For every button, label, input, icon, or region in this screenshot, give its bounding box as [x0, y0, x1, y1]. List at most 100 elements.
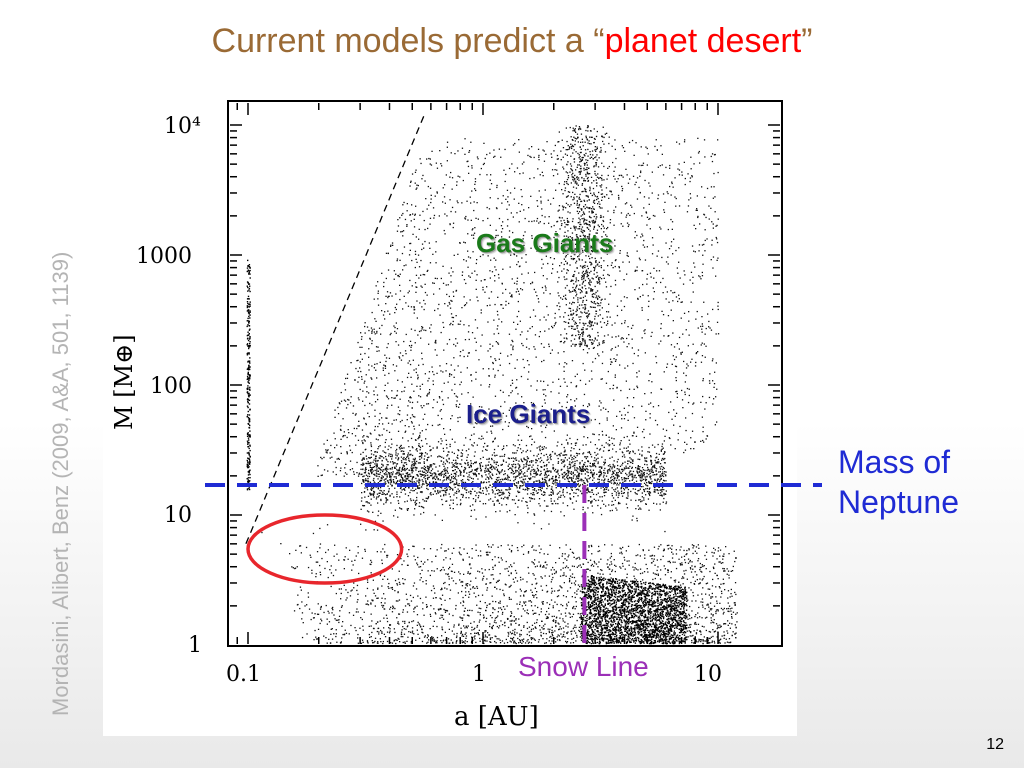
scatter-point [461, 274, 463, 276]
scatter-point [604, 488, 606, 491]
scatter-point [411, 407, 413, 409]
scatter-point [500, 489, 503, 491]
scatter-point [427, 457, 429, 459]
scatter-point [538, 446, 540, 448]
scatter-point [406, 225, 408, 227]
scatter-point [384, 441, 386, 444]
scatter-point [498, 476, 500, 479]
scatter-point [475, 288, 477, 290]
scatter-point [474, 178, 477, 180]
scatter-point [637, 465, 639, 467]
scatter-point [572, 240, 574, 242]
scatter-point [626, 273, 628, 275]
scatter-point [362, 504, 364, 507]
scatter-point [587, 196, 589, 198]
scatter-point [577, 478, 580, 480]
scatter-point [646, 469, 648, 472]
scatter-point [609, 316, 611, 318]
scatter-point [384, 467, 387, 470]
scatter-point [497, 369, 499, 372]
scatter-point [555, 321, 557, 324]
scatter-point [615, 586, 617, 588]
scatter-point [613, 444, 615, 446]
scatter-point [430, 331, 432, 333]
scatter-point [617, 194, 620, 197]
scatter-point [640, 486, 642, 488]
scatter-point [646, 224, 648, 226]
scatter-point [501, 470, 503, 472]
scatter-point [652, 287, 654, 289]
scatter-point [479, 465, 482, 467]
scatter-point [683, 270, 685, 272]
scatter-point [647, 466, 649, 469]
scatter-point [367, 475, 369, 477]
scatter-point [575, 452, 578, 454]
scatter-point [613, 224, 615, 226]
scatter-point [566, 396, 568, 398]
scatter-point [401, 450, 403, 452]
scatter-point [427, 227, 429, 230]
scatter-point [575, 488, 577, 491]
scatter-point [664, 451, 666, 453]
scatter-point [607, 443, 609, 445]
scatter-point [457, 175, 459, 177]
scatter-point [363, 505, 365, 507]
scatter-point [660, 145, 662, 147]
scatter-point [378, 475, 380, 478]
scatter-point [671, 221, 674, 223]
scatter-point [563, 366, 565, 368]
scatter-point [601, 196, 603, 198]
scatter-point [372, 494, 374, 497]
scatter-point [550, 455, 552, 457]
scatter-point [452, 271, 454, 273]
scatter-point [528, 220, 530, 223]
scatter-point [398, 468, 401, 470]
scatter-point [640, 480, 642, 482]
scatter-point [655, 470, 657, 472]
scatter-point [450, 267, 452, 269]
scatter-point [411, 479, 413, 481]
scatter-point [661, 468, 664, 471]
scatter-point [606, 248, 608, 250]
scatter-point [650, 470, 652, 472]
scatter-point [377, 459, 379, 462]
scatter-point [601, 466, 603, 468]
scatter-point [646, 484, 648, 487]
scatter-point [560, 340, 562, 343]
scatter-point [413, 307, 415, 309]
scatter-point [400, 359, 403, 361]
scatter-point [537, 453, 540, 455]
scatter-point [383, 451, 386, 453]
scatter-point [521, 342, 523, 345]
scatter-point [444, 491, 447, 493]
scatter-point [641, 496, 643, 498]
scatter-point [449, 324, 451, 326]
scatter-point [367, 472, 370, 474]
scatter-point [561, 139, 563, 141]
scatter-point [533, 470, 535, 472]
scatter-point [643, 472, 645, 474]
scatter-point [544, 494, 546, 496]
scatter-point [396, 455, 398, 457]
scatter-point [544, 389, 546, 391]
scatter-point [432, 371, 434, 373]
scatter-point [519, 477, 521, 479]
scatter-point [356, 427, 358, 430]
scatter-point [632, 324, 634, 327]
scatter-point [670, 309, 672, 311]
scatter-point [408, 460, 411, 462]
scatter-point [395, 450, 397, 452]
scatter-point [370, 487, 373, 489]
scatter-point [648, 474, 650, 476]
scatter-point [386, 470, 388, 472]
scatter-point [427, 474, 429, 476]
scatter-point [465, 260, 467, 262]
scatter-point [519, 334, 522, 336]
scatter-point [442, 403, 445, 406]
scatter-point [621, 418, 623, 420]
scatter-point [608, 469, 610, 471]
scatter-point [430, 470, 433, 472]
scatter-point [548, 470, 550, 472]
scatter-point [570, 477, 573, 479]
scatter-point [626, 174, 628, 176]
